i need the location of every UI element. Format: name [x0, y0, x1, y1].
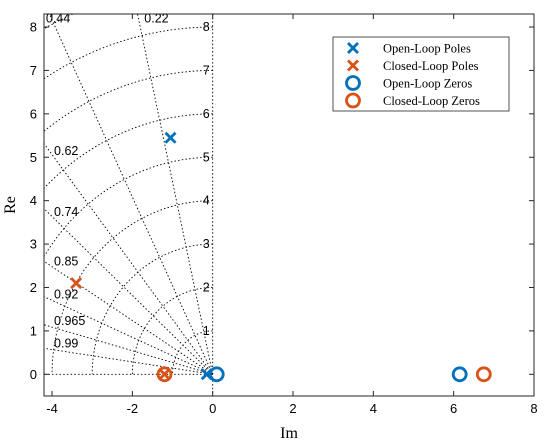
- legend-closed-loop-zeros-label: Closed-Loop Zeros: [383, 94, 480, 108]
- s-plane-grid: [44, 14, 214, 396]
- legend-open-loop-zeros-swatch: [345, 75, 361, 91]
- grid-frequency-label: 4: [203, 194, 210, 208]
- data-markers: [70, 131, 492, 383]
- closed-loop-poles-marker-stroke: [158, 368, 171, 381]
- closed-loop-poles-marker: [70, 277, 83, 290]
- closed-loop-zeros-marker: [475, 366, 492, 383]
- legend-open-loop-poles-label: Open-Loop Poles: [383, 42, 471, 56]
- grid-frequency-label: 7: [203, 63, 210, 77]
- x-tick-label: 6: [450, 401, 457, 416]
- grid-damping-label: 0.62: [54, 144, 78, 158]
- legend-closed-loop-poles-swatch: [347, 59, 359, 72]
- y-tick-label: 7: [30, 63, 37, 78]
- legend-open-loop-zeros-label: Open-Loop Zeros: [383, 77, 472, 91]
- y-tick-label: 8: [30, 20, 37, 35]
- grid-frequency-label: 6: [203, 107, 210, 121]
- grid-frequency-arc: [44, 113, 213, 189]
- open-loop-zeros-marker: [208, 366, 225, 383]
- grid-damping-label: 0.92: [54, 288, 78, 302]
- grid-damping-ray: [137, 14, 214, 375]
- grid-damping-ray: [44, 296, 213, 375]
- x-tick-label: -2: [127, 401, 139, 416]
- grid-damping-label: 0.44: [46, 11, 70, 25]
- grid-damping-ray: [48, 14, 214, 375]
- closed-loop-poles-marker-stroke: [70, 277, 83, 290]
- x-axis-title: Im: [280, 425, 298, 442]
- grid-frequency-arc: [131, 287, 213, 375]
- grid-damping-label: 0.85: [54, 255, 78, 269]
- y-tick-label: 1: [30, 323, 37, 338]
- legend-closed-loop-zeros-swatch: [345, 92, 361, 109]
- y-axis-title: Re: [2, 196, 19, 214]
- closed-loop-zeros-marker: [156, 366, 173, 383]
- y-tick-label: 3: [30, 237, 37, 252]
- open-loop-zeros-marker: [451, 366, 468, 383]
- open-loop-poles-marker-stroke: [200, 368, 213, 381]
- grid-frequency-label: 1: [203, 324, 210, 338]
- grid-damping-ray: [44, 260, 213, 375]
- grid-frequency-label: 8: [203, 20, 210, 34]
- grid-damping-label: 0.22: [144, 11, 168, 25]
- x-tick-label: 0: [209, 401, 216, 416]
- y-tick-label: 0: [30, 367, 37, 382]
- grid-damping-label: 0.99: [54, 336, 78, 350]
- grid-damping-label: 0.74: [54, 205, 78, 219]
- grid-frequency-label: 5: [203, 150, 210, 164]
- legend-open-loop-poles-swatch-stroke: [347, 42, 359, 54]
- y-tick-label: 5: [30, 150, 37, 165]
- grid-frequency-label: 2: [203, 280, 210, 294]
- legend: Open-Loop Poles Closed-Loop Poles Open-Loo…: [332, 36, 510, 112]
- y-tick-label: 4: [30, 193, 37, 208]
- open-loop-poles-marker-stroke: [164, 131, 177, 144]
- grid-damping-label: 0.965: [54, 314, 85, 328]
- legend-closed-loop-poles-label: Closed-Loop Poles: [383, 59, 479, 73]
- grid-frequency-label: 3: [203, 237, 210, 251]
- plot-frame: [43, 13, 535, 397]
- legend-closed-loop-poles-swatch-stroke: [347, 59, 359, 72]
- grid-damping-ray: [44, 324, 213, 375]
- grid-frequency-arc: [51, 200, 213, 375]
- open-loop-poles-marker: [164, 131, 177, 144]
- x-tick-label: 8: [530, 401, 537, 416]
- closed-loop-poles-marker: [158, 368, 171, 381]
- legend-open-loop-poles-swatch: [347, 42, 359, 54]
- legend-box: [332, 36, 510, 112]
- x-tick-label: 4: [370, 401, 377, 416]
- y-tick-label: 6: [30, 106, 37, 121]
- x-tick-label: 2: [289, 401, 296, 416]
- open-loop-poles-marker: [200, 368, 213, 381]
- grid-frequency-arc: [44, 156, 213, 258]
- y-tick-label: 2: [30, 280, 37, 295]
- grid-frequency-arc: [91, 243, 213, 375]
- x-tick-label: -4: [46, 401, 58, 416]
- axis-ticks: -4 -2 0 2 4 6 8 0 1 2 3 4 5 6 7 8: [30, 14, 538, 416]
